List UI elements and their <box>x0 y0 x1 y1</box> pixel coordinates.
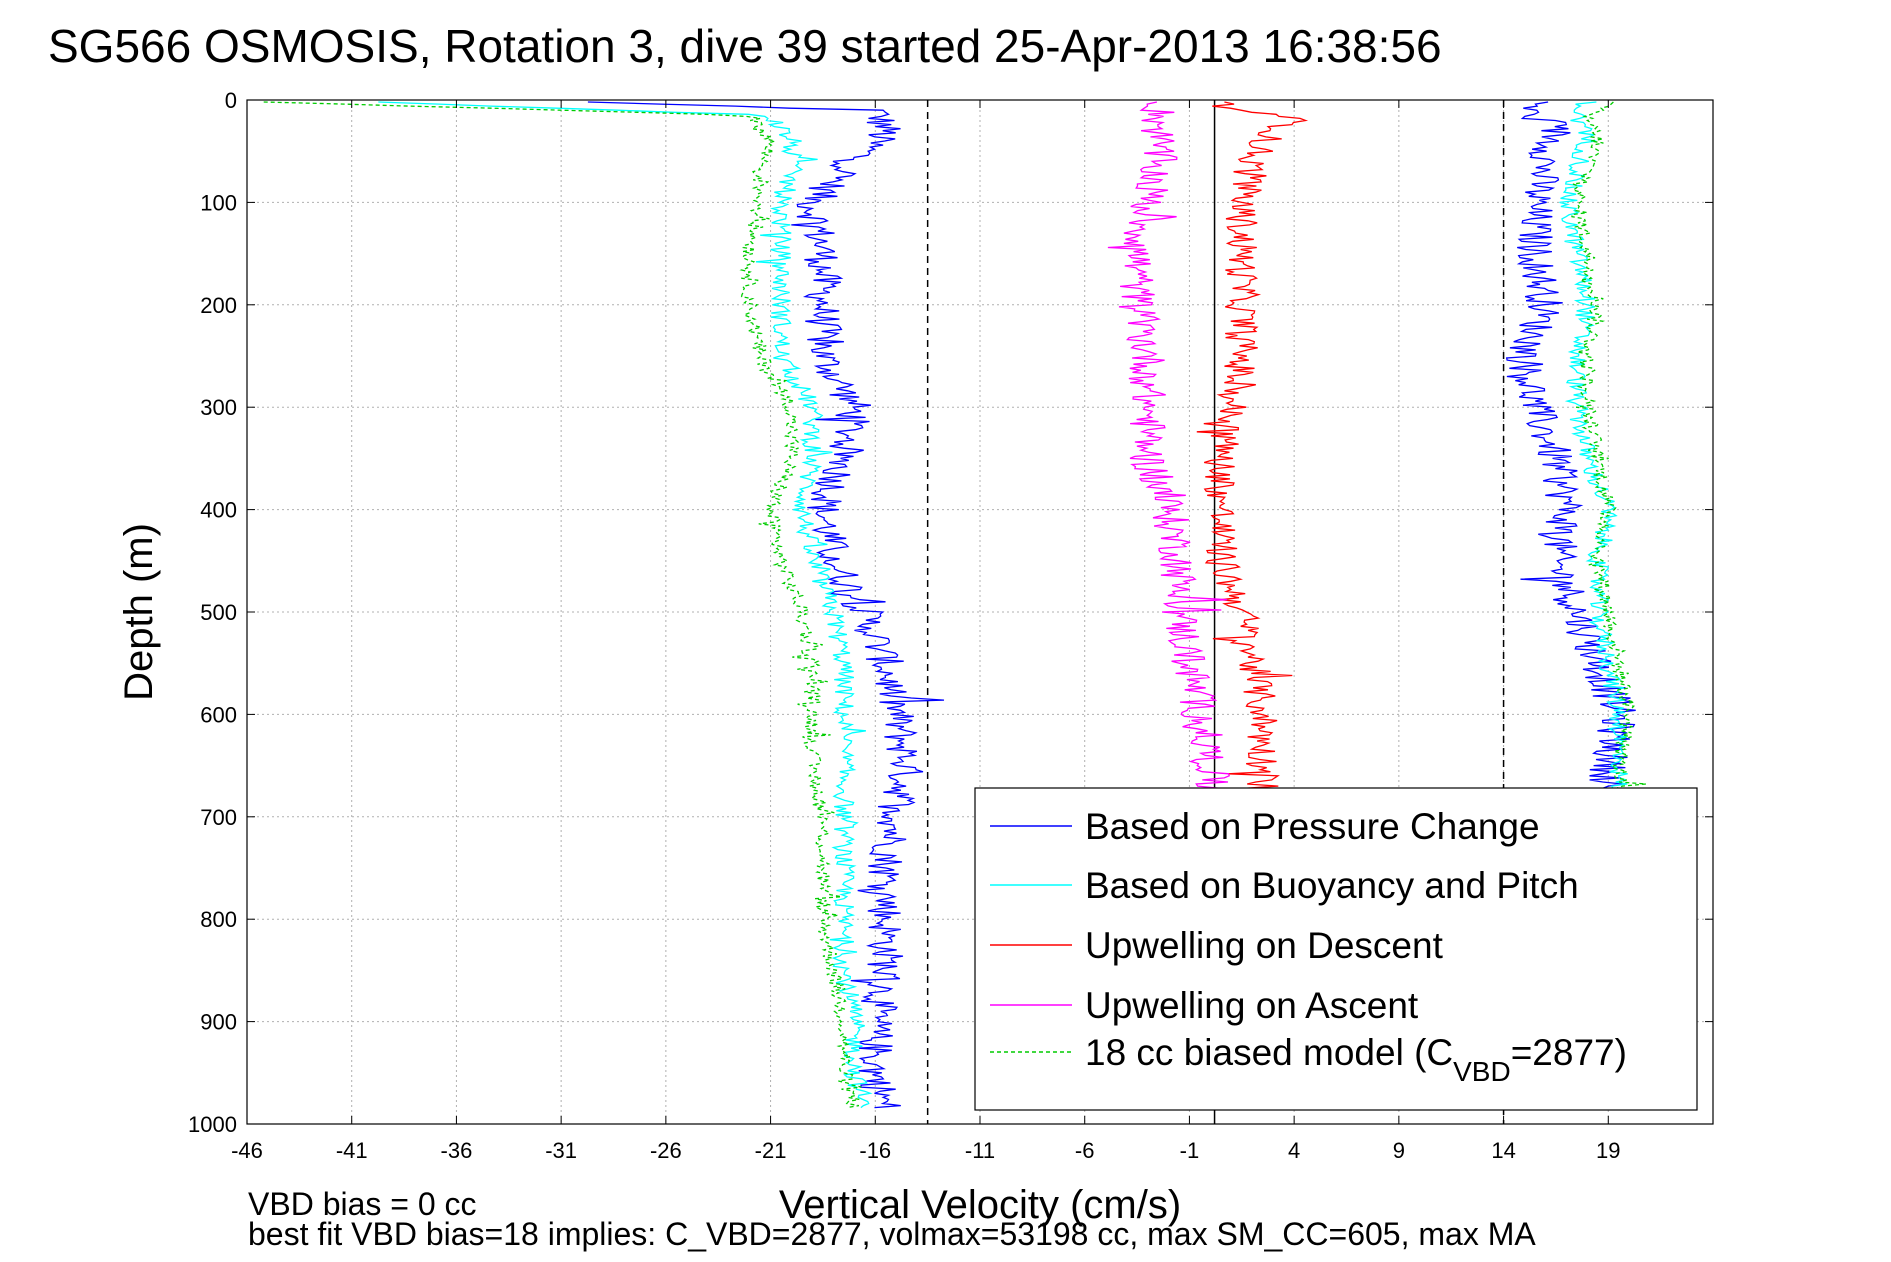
legend-box <box>974 787 1698 1111</box>
x-tick-label: 14 <box>1491 1138 1515 1163</box>
x-tick-label: 19 <box>1596 1138 1620 1163</box>
series-line-0-0 <box>587 101 945 1109</box>
y-tick-label: 0 <box>225 88 237 113</box>
y-tick-label: 500 <box>200 600 237 625</box>
y-axis-label: Depth (m) <box>117 523 161 701</box>
series-line-4-0 <box>263 101 862 1109</box>
y-tick-label: 800 <box>200 907 237 932</box>
x-tick-label: -11 <box>965 1138 995 1163</box>
y-tick-label: 100 <box>200 190 237 215</box>
x-tick-label: -46 <box>231 1138 263 1163</box>
y-tick-label: 900 <box>200 1010 237 1035</box>
series-line-1-0 <box>378 101 873 1109</box>
x-tick-label: -26 <box>650 1138 682 1163</box>
x-tick-label: -16 <box>859 1138 891 1163</box>
series-group <box>263 101 1647 1109</box>
y-tick-label: 400 <box>200 498 237 523</box>
y-tick-label: 600 <box>200 702 237 727</box>
y-axis-ticks: 0 100 200 300 400 500 600 700 800 900 1000 <box>188 88 1713 1137</box>
legend-label: Based on Pressure Change <box>1085 806 1540 847</box>
y-tick-label: 300 <box>200 395 237 420</box>
y-tick-label: 200 <box>200 293 237 318</box>
legend-label: Based on Buoyancy and Pitch <box>1085 865 1579 906</box>
y-tick-label: 1000 <box>188 1112 237 1137</box>
legend-label: Upwelling on Descent <box>1085 925 1444 966</box>
chart-title: SG566 OSMOSIS, Rotation 3, dive 39 start… <box>48 20 1442 72</box>
x-tick-label: -41 <box>336 1138 368 1163</box>
legend: Based on Pressure Change Based on Buoyanc… <box>974 787 1698 1111</box>
x-tick-label: 4 <box>1288 1138 1300 1163</box>
x-tick-label: -21 <box>755 1138 787 1163</box>
legend-label: Upwelling on Ascent <box>1085 985 1419 1026</box>
x-axis-ticks: -46 -41 -36 -31 -26 -21 -16 -11 -6 -1 4 9 14 19 <box>231 100 1621 1163</box>
footer-line-2: best fit VBD bias=18 implies: C_VBD=2877… <box>248 1216 1536 1252</box>
x-tick-label: 9 <box>1393 1138 1405 1163</box>
series-line-3-0 <box>1107 101 1230 797</box>
footer-line-1: VBD bias = 0 cc <box>248 1186 477 1222</box>
series-line-2-0 <box>1196 101 1309 797</box>
x-tick-label: -31 <box>545 1138 577 1163</box>
x-tick-label: -36 <box>441 1138 473 1163</box>
x-axis-label: Vertical Velocity (cm/s) <box>779 1183 1181 1227</box>
x-tick-label: -1 <box>1180 1138 1200 1163</box>
x-tick-label: -6 <box>1075 1138 1095 1163</box>
y-tick-label: 700 <box>200 805 237 830</box>
